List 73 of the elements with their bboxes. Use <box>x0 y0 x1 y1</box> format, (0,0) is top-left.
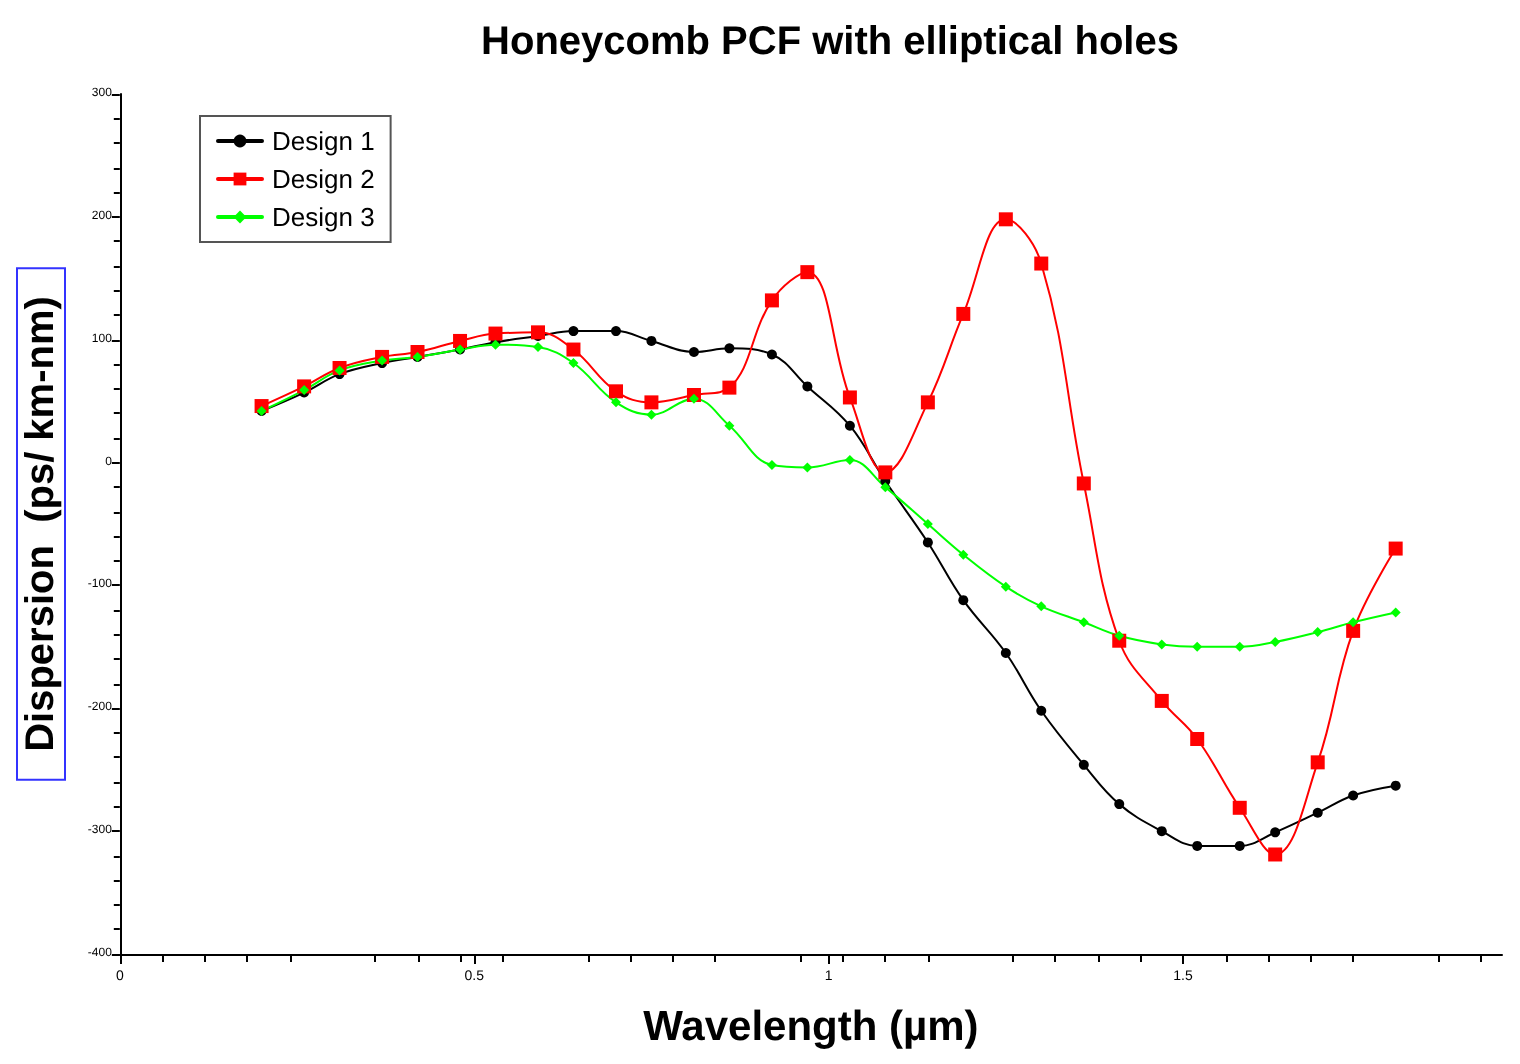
y-axis-title: Dispersion (ps/ km-nm) <box>19 296 63 752</box>
point <box>1000 581 1011 592</box>
point <box>998 212 1013 227</box>
point <box>1312 627 1323 638</box>
point <box>568 326 579 337</box>
point <box>566 342 581 357</box>
point <box>1234 840 1245 851</box>
legend-label: Design 1 <box>272 126 375 156</box>
chart-title: Honeycomb PCF with elliptical holes <box>481 20 1179 64</box>
point <box>842 390 857 405</box>
point <box>453 333 468 348</box>
point <box>1156 826 1167 837</box>
point <box>1078 759 1089 770</box>
point <box>1234 641 1245 652</box>
point <box>1390 607 1401 618</box>
point <box>922 519 933 529</box>
point <box>1036 705 1047 716</box>
point <box>764 293 779 308</box>
point <box>878 465 893 480</box>
point <box>644 395 659 410</box>
point <box>1348 617 1359 628</box>
point <box>611 326 621 337</box>
point <box>844 420 855 431</box>
point <box>1192 840 1203 851</box>
point <box>1076 476 1091 491</box>
point <box>956 306 971 321</box>
x-axis-title: Wavelength (µm) <box>643 1004 979 1050</box>
point <box>608 384 623 399</box>
point <box>1348 790 1359 801</box>
point <box>922 537 933 548</box>
point <box>531 325 546 340</box>
point <box>1000 648 1011 658</box>
point <box>1114 799 1125 810</box>
legend-label: Design 2 <box>272 164 375 194</box>
point <box>1192 641 1203 652</box>
point <box>688 393 699 404</box>
point <box>880 482 891 493</box>
point <box>1268 847 1283 862</box>
point <box>488 326 503 341</box>
point <box>568 358 579 369</box>
point <box>1154 693 1169 708</box>
point <box>724 420 735 431</box>
point <box>1310 755 1325 770</box>
point <box>802 462 813 473</box>
point <box>1114 630 1125 641</box>
point <box>1312 807 1323 818</box>
point <box>1270 636 1281 647</box>
point <box>766 460 777 471</box>
point <box>722 380 737 395</box>
point <box>1190 732 1205 746</box>
point <box>1390 780 1401 791</box>
point <box>1232 800 1247 815</box>
point <box>1078 617 1089 628</box>
point <box>688 347 699 357</box>
legend-label: Design 3 <box>272 202 375 232</box>
point <box>1156 639 1167 650</box>
point <box>724 343 735 354</box>
point <box>610 397 621 408</box>
point <box>802 381 813 392</box>
point <box>800 265 815 280</box>
point <box>1036 601 1047 612</box>
point <box>1388 541 1403 556</box>
point <box>920 395 935 410</box>
point <box>958 549 969 560</box>
point <box>646 409 657 420</box>
point <box>533 342 544 353</box>
point <box>1346 623 1361 638</box>
point <box>646 335 657 346</box>
point <box>958 595 969 606</box>
point <box>1270 827 1281 838</box>
point <box>766 349 777 360</box>
point <box>844 455 855 466</box>
point <box>1034 256 1049 271</box>
